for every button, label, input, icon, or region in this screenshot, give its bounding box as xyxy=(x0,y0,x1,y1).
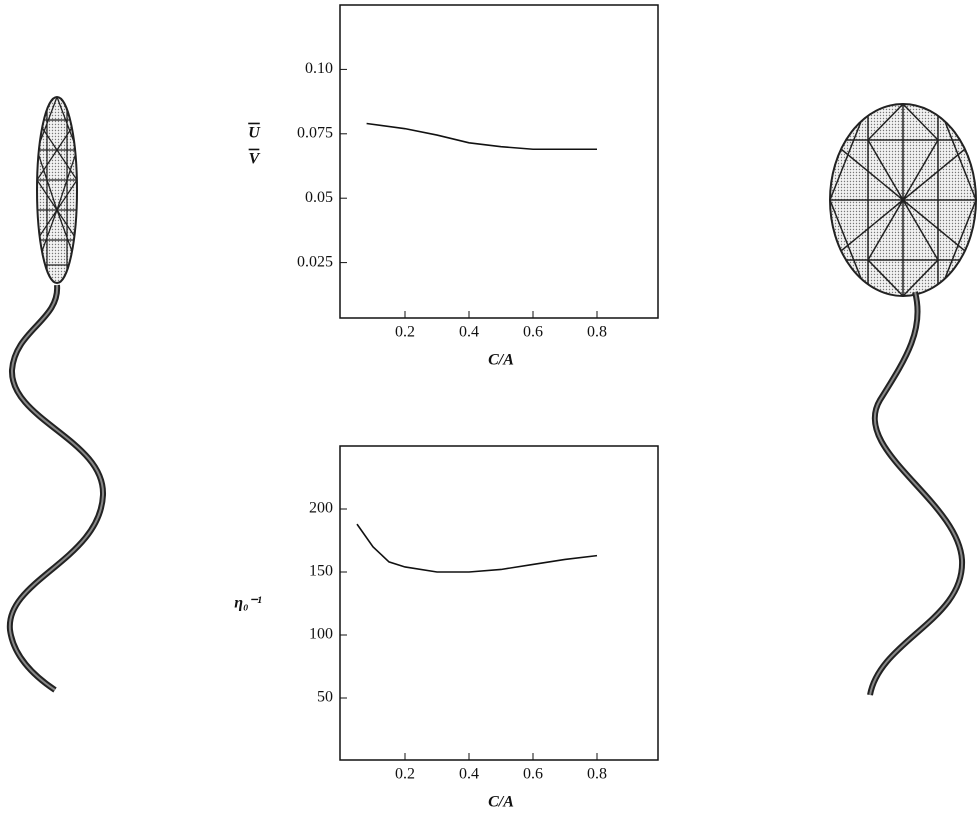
x-tick-label: 0.2 xyxy=(395,324,415,341)
y-tick-label: 50 xyxy=(317,689,333,706)
plot-frame xyxy=(340,5,658,318)
x-tick-label: 0.2 xyxy=(395,766,415,783)
y-tick-label: 100 xyxy=(309,626,333,643)
plot-frame xyxy=(340,446,658,760)
y-tick-label: 0.075 xyxy=(297,124,333,141)
x-axis-label: C/A xyxy=(488,352,514,369)
y-tick-label: 200 xyxy=(309,500,333,517)
y-tick-label: 0.05 xyxy=(305,189,333,206)
data-line xyxy=(357,524,597,572)
x-tick-label: 0.6 xyxy=(523,766,543,783)
right-cell-drawing xyxy=(830,104,976,695)
data-line xyxy=(367,123,597,149)
x-tick-label: 0.8 xyxy=(587,324,607,341)
x-axis-label: C/A xyxy=(488,794,514,811)
y-tick-label: 150 xyxy=(309,563,333,580)
left-cell-drawing xyxy=(10,97,103,690)
y-tick-label: 0.10 xyxy=(305,60,333,77)
y-axis-label: η₀⁻¹ xyxy=(234,595,262,612)
x-tick-label: 0.8 xyxy=(587,766,607,783)
x-tick-label: 0.6 xyxy=(523,324,543,341)
y-axis-label-numerator: U xyxy=(248,125,261,142)
figure: 0.10 0.075 0.05 0.025 0.2 0.4 0.6 0.8 C/A UV 200 15… xyxy=(0,0,980,819)
y-axis-label-denominator: V xyxy=(249,151,261,168)
x-tick-label: 0.4 xyxy=(459,766,479,783)
y-tick-label: 0.025 xyxy=(297,253,333,270)
x-tick-label: 0.4 xyxy=(459,324,479,341)
page: {"chart_data": [ {"type": "line", "ylabe… xyxy=(0,0,980,819)
